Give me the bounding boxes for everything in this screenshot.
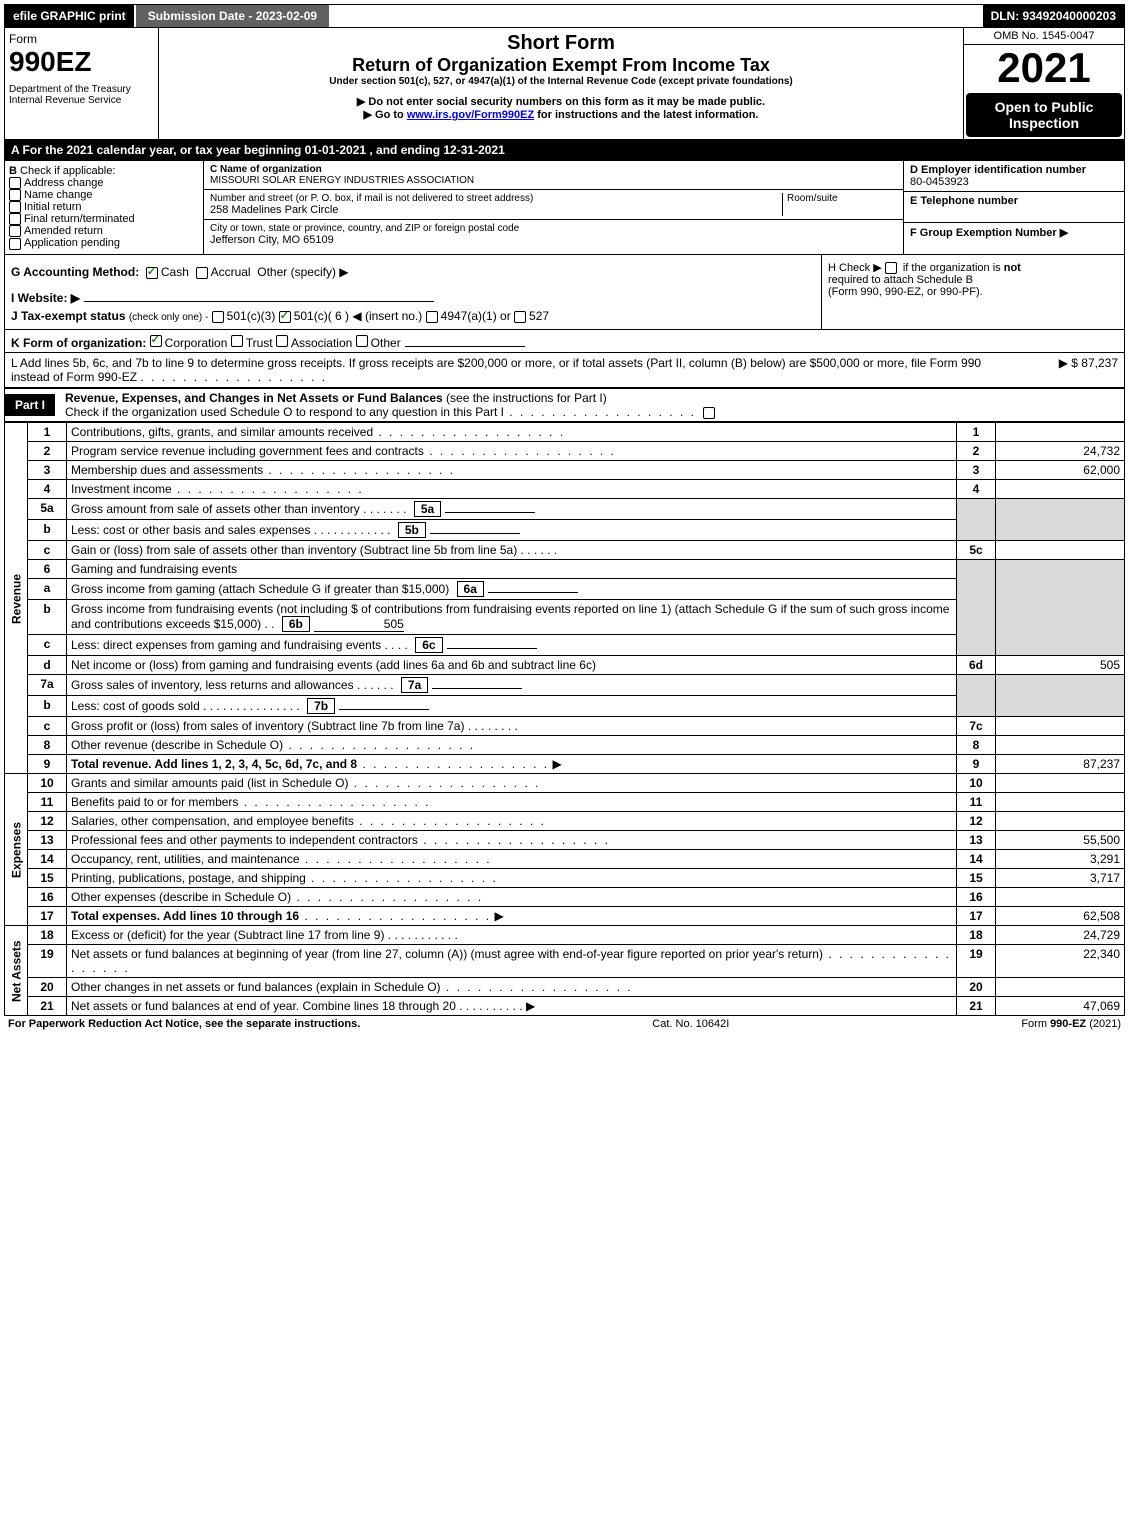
- note-ssn: ▶ Do not enter social security numbers o…: [163, 95, 959, 108]
- checkbox-schedule-o[interactable]: [703, 407, 715, 419]
- line-10-value: [996, 774, 1125, 793]
- footer-catno: Cat. No. 10642I: [652, 1018, 729, 1030]
- checkbox-501c3[interactable]: [212, 311, 224, 323]
- part-1-table: Revenue 1 Contributions, gifts, grants, …: [4, 422, 1125, 1016]
- line-6d-value: 505: [996, 656, 1125, 675]
- c-addr-label: Number and street (or P. O. box, if mail…: [210, 193, 782, 204]
- efile-label[interactable]: efile GRAPHIC print: [5, 5, 134, 27]
- form-number: 990EZ: [9, 46, 154, 78]
- checkbox-initial-return[interactable]: [9, 201, 21, 213]
- checkbox-other-org[interactable]: [356, 335, 368, 347]
- checkbox-cash[interactable]: [146, 267, 158, 279]
- footer-right: Form 990-EZ (2021): [1021, 1018, 1121, 1030]
- org-city: Jefferson City, MO 65109: [210, 234, 897, 246]
- org-name: MISSOURI SOLAR ENERGY INDUSTRIES ASSOCIA…: [210, 175, 897, 186]
- checkbox-accrual[interactable]: [196, 267, 208, 279]
- form-title-1: Short Form: [163, 32, 959, 55]
- irs-label: Internal Revenue Service: [9, 95, 154, 106]
- checkbox-address-change[interactable]: [9, 177, 21, 189]
- line-5c-value: [996, 541, 1125, 560]
- line-20-value: [996, 978, 1125, 997]
- checkbox-schedule-b[interactable]: [885, 262, 897, 274]
- footer-left: For Paperwork Reduction Act Notice, see …: [8, 1018, 360, 1030]
- gross-receipts: ▶ $ 87,237: [1008, 356, 1118, 384]
- top-bar: efile GRAPHIC print Submission Date - 20…: [4, 4, 1125, 28]
- checkbox-501c[interactable]: [279, 311, 291, 323]
- part-1-label: Part I: [5, 394, 55, 416]
- checkbox-association[interactable]: [276, 335, 288, 347]
- omb-number: OMB No. 1545-0047: [964, 28, 1124, 45]
- line-15-value: 3,717: [996, 869, 1125, 888]
- section-g-h: G Accounting Method: Cash Accrual Other …: [4, 255, 1125, 330]
- checkbox-527[interactable]: [514, 311, 526, 323]
- revenue-section-label: Revenue: [5, 423, 28, 774]
- open-to-public: Open to Public Inspection: [966, 93, 1122, 137]
- c-name-label: C Name of organization: [210, 164, 897, 175]
- form-subtitle: Under section 501(c), 527, or 4947(a)(1)…: [163, 76, 959, 87]
- part-1-header: Part I Revenue, Expenses, and Changes in…: [4, 388, 1125, 422]
- c-city-label: City or town, state or province, country…: [210, 223, 897, 234]
- line-11-value: [996, 793, 1125, 812]
- info-grid: B Check if applicable: Address change Na…: [4, 161, 1125, 255]
- checkbox-final-return[interactable]: [9, 213, 21, 225]
- org-address: 258 Madelines Park Circle: [210, 204, 782, 216]
- section-l: L Add lines 5b, 6c, and 7b to line 9 to …: [4, 353, 1125, 388]
- checkbox-corporation[interactable]: [150, 335, 162, 347]
- line-8-value: [996, 736, 1125, 755]
- checkbox-amended-return[interactable]: [9, 225, 21, 237]
- line-21-value: 47,069: [996, 997, 1125, 1016]
- section-a-label: A For the 2021 calendar year, or tax yea…: [4, 139, 1125, 161]
- line-12-value: [996, 812, 1125, 831]
- page-footer: For Paperwork Reduction Act Notice, see …: [4, 1016, 1125, 1032]
- form-title-2: Return of Organization Exempt From Incom…: [163, 55, 959, 76]
- expenses-section-label: Expenses: [5, 774, 28, 926]
- checkbox-name-change[interactable]: [9, 189, 21, 201]
- note-link: ▶ Go to www.irs.gov/Form990EZ for instru…: [163, 108, 959, 121]
- checkbox-application-pending[interactable]: [9, 238, 21, 250]
- checkbox-4947[interactable]: [426, 311, 438, 323]
- checkbox-trust[interactable]: [231, 335, 243, 347]
- d-label: D Employer identification number: [910, 164, 1086, 176]
- room-suite-label: Room/suite: [782, 193, 897, 216]
- line-14-value: 3,291: [996, 850, 1125, 869]
- section-k: K Form of organization: Corporation Trus…: [4, 330, 1125, 353]
- netassets-section-label: Net Assets: [5, 926, 28, 1016]
- line-7c-value: [996, 717, 1125, 736]
- ein-value: 80-0453923: [910, 176, 969, 188]
- section-i: I Website: ▶: [11, 291, 80, 305]
- line-1-value: [996, 423, 1125, 442]
- line-13-value: 55,500: [996, 831, 1125, 850]
- form-header: Form 990EZ Department of the Treasury In…: [4, 28, 1125, 139]
- section-b: B Check if applicable: Address change Na…: [5, 161, 204, 254]
- irs-link[interactable]: www.irs.gov/Form990EZ: [407, 109, 534, 121]
- line-9-value: 87,237: [996, 755, 1125, 774]
- line-3-value: 62,000: [996, 461, 1125, 480]
- line-17-value: 62,508: [996, 907, 1125, 926]
- submission-date: Submission Date - 2023-02-09: [134, 5, 329, 27]
- tax-year: 2021: [964, 45, 1124, 91]
- form-word: Form: [9, 32, 154, 46]
- line-2-value: 24,732: [996, 442, 1125, 461]
- line-18-value: 24,729: [996, 926, 1125, 945]
- section-d-e-f: D Employer identification number 80-0453…: [903, 161, 1124, 254]
- e-label: E Telephone number: [910, 195, 1018, 207]
- dept-label: Department of the Treasury: [9, 84, 154, 95]
- section-h: H Check ▶ if the organization is not req…: [821, 255, 1124, 329]
- section-c: C Name of organization MISSOURI SOLAR EN…: [204, 161, 903, 254]
- section-j: J Tax-exempt status (check only one) - 5…: [11, 309, 549, 323]
- dln-label: DLN: 93492040000203: [983, 5, 1124, 27]
- line-4-value: [996, 480, 1125, 499]
- line-16-value: [996, 888, 1125, 907]
- line-6b-boxval: 505: [314, 617, 404, 632]
- f-label: F Group Exemption Number ▶: [910, 227, 1068, 239]
- line-19-value: 22,340: [996, 945, 1125, 978]
